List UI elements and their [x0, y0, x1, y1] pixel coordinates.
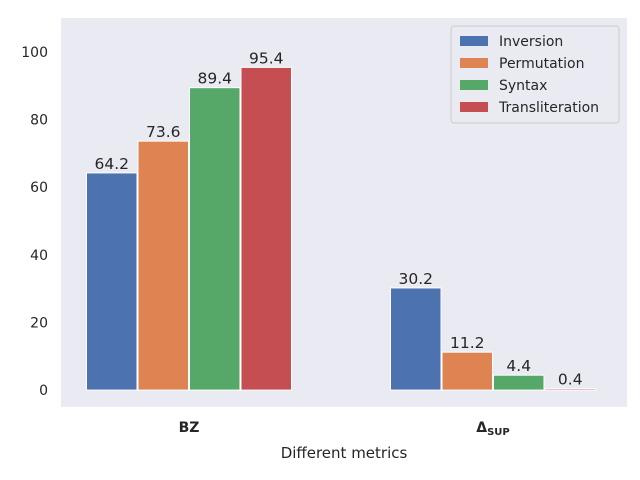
legend-label: Permutation — [499, 56, 584, 72]
bars-group — [86, 66, 596, 391]
legend-label: Transliteration — [498, 100, 599, 116]
y-tick-label: 100 — [21, 45, 48, 61]
data-label: 73.6 — [146, 123, 181, 141]
x-tick-label: ΔSUP — [476, 420, 510, 438]
legend: Inversion Permutation Syntax Transliteratio… — [450, 25, 620, 124]
y-tick-label: 60 — [30, 180, 48, 196]
data-label: 95.4 — [249, 49, 284, 67]
bar-permutation — [137, 140, 189, 391]
data-label: 64.2 — [94, 155, 129, 173]
legend-swatch — [460, 80, 488, 90]
data-label: 4.4 — [506, 357, 531, 375]
y-tick-label: 40 — [30, 248, 48, 264]
legend-label: Inversion — [499, 34, 563, 50]
legend-swatch — [460, 58, 488, 68]
y-axis-ticks: 0 20 40 60 80 100 — [21, 45, 48, 399]
data-label: 30.2 — [398, 270, 433, 288]
bar-transliteration — [240, 66, 292, 391]
y-tick-label: 20 — [30, 315, 48, 331]
x-axis-title: Different metrics — [281, 444, 408, 462]
legend-swatch — [460, 36, 488, 46]
bar-syntax — [493, 374, 545, 391]
bar-syntax — [189, 87, 241, 391]
bar-inversion — [390, 287, 442, 391]
x-axis-ticks: BZ ΔSUP — [179, 420, 510, 438]
y-tick-label: 0 — [39, 383, 48, 399]
data-label: 89.4 — [197, 70, 232, 88]
bar-transliteration — [544, 388, 596, 391]
bar-inversion — [86, 172, 138, 391]
data-label: 11.2 — [450, 334, 485, 352]
x-tick-subscript: SUP — [487, 427, 510, 438]
legend-label: Syntax — [499, 78, 547, 94]
x-tick-label: BZ — [179, 420, 200, 436]
data-labels-group: 64.2 30.2 73.6 11.2 89.4 4.4 95.4 0.4 — [94, 49, 582, 388]
bar-permutation — [441, 351, 493, 391]
legend-box — [450, 25, 620, 124]
legend-swatch — [460, 102, 488, 112]
data-label: 0.4 — [558, 371, 583, 389]
y-tick-label: 80 — [30, 112, 48, 128]
